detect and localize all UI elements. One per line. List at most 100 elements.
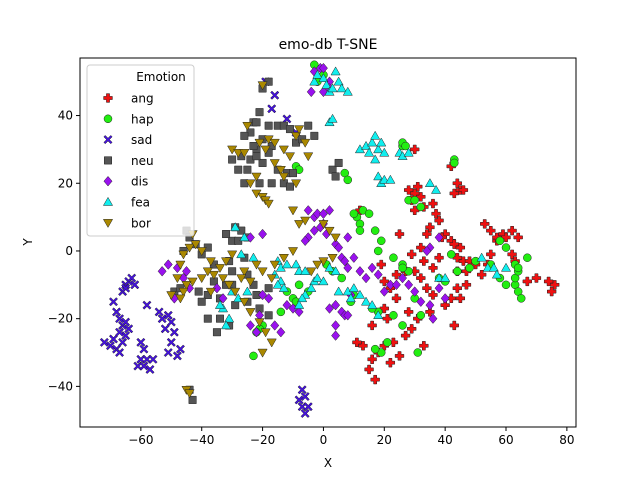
point-sad	[127, 273, 137, 283]
point-hap	[446, 250, 456, 259]
point-ang	[379, 303, 389, 314]
point-hap	[276, 307, 286, 317]
point-dis	[428, 313, 438, 324]
legend-title: Emotion	[136, 70, 186, 84]
point-fea	[324, 262, 335, 272]
point-dis	[325, 303, 334, 314]
point-hap	[513, 263, 523, 273]
point-dis	[270, 320, 280, 331]
point-dis	[312, 208, 322, 219]
x-tick-label: −60	[128, 433, 153, 447]
point-ang	[486, 226, 496, 236]
point-ang	[400, 330, 411, 341]
point-ang	[422, 229, 432, 239]
point-neu	[240, 179, 249, 188]
point-neu	[255, 108, 264, 117]
point-hap	[410, 195, 419, 205]
point-fea	[348, 283, 359, 292]
point-fea	[424, 178, 435, 187]
point-dis	[157, 266, 167, 277]
point-bor	[233, 149, 244, 158]
point-bor	[196, 274, 207, 284]
point-ang	[416, 192, 426, 202]
point-fea	[297, 293, 308, 303]
point-neu	[188, 395, 197, 404]
point-ang	[477, 270, 487, 280]
point-fea	[488, 262, 499, 272]
point-hap	[413, 348, 423, 357]
point-neu	[267, 179, 276, 188]
legend-label-hap: hap	[131, 112, 154, 126]
point-fea	[318, 276, 329, 286]
point-ang	[458, 185, 469, 195]
legend-label-bor: bor	[131, 216, 151, 230]
point-dis	[163, 259, 173, 270]
point-neu	[252, 152, 261, 161]
point-bor	[190, 240, 201, 250]
point-neu	[264, 284, 273, 293]
point-neu	[222, 230, 231, 239]
point-neu	[255, 304, 264, 313]
point-neu	[228, 155, 237, 164]
point-fea	[224, 313, 235, 323]
point-neu	[215, 314, 224, 323]
point-bor	[294, 220, 305, 230]
point-ang	[410, 205, 420, 215]
point-dis	[252, 326, 261, 338]
x-tick-label: 0	[320, 433, 328, 447]
point-neu	[234, 165, 243, 174]
point-fea	[385, 174, 396, 184]
point-ang	[385, 358, 396, 368]
point-fea	[312, 272, 323, 282]
point-bor	[257, 348, 268, 358]
plot-border	[79, 57, 577, 428]
point-ang	[480, 219, 490, 229]
point-fea	[373, 144, 384, 154]
point-ang	[486, 249, 496, 259]
point-dis	[434, 282, 444, 294]
point-bor	[205, 257, 216, 267]
point-bor	[284, 152, 296, 162]
point-dis	[282, 299, 292, 311]
point-ang	[440, 300, 450, 310]
point-sad	[172, 351, 182, 361]
point-ang	[391, 270, 402, 280]
point-neu	[234, 236, 243, 245]
point-fea	[373, 310, 384, 319]
point-neu	[252, 290, 261, 299]
point-bor	[230, 287, 241, 297]
point-sad	[169, 327, 179, 337]
point-dis	[245, 320, 255, 331]
point-dis	[334, 242, 344, 253]
point-bor	[269, 260, 280, 270]
point-bor	[221, 257, 232, 267]
point-bor	[184, 389, 195, 399]
point-sad	[166, 317, 176, 327]
point-fea	[336, 83, 347, 93]
point-dis	[309, 225, 319, 236]
legend-marker-sad	[103, 135, 113, 145]
point-bor	[245, 308, 256, 318]
point-sad	[136, 337, 146, 347]
point-dis	[392, 279, 401, 291]
point-neu	[285, 125, 294, 134]
point-hap	[450, 158, 459, 168]
point-fea	[333, 286, 344, 296]
point-dis	[349, 252, 359, 263]
point-fea	[281, 259, 292, 269]
point-ang	[434, 253, 444, 263]
point-fea	[300, 266, 311, 275]
point-bor	[175, 294, 186, 304]
point-fea	[294, 300, 305, 309]
point-sad	[118, 337, 128, 347]
point-dis	[373, 269, 383, 280]
point-hap	[523, 253, 532, 262]
point-ang	[407, 249, 417, 259]
point-sad	[121, 283, 131, 293]
point-fea	[230, 222, 241, 231]
point-neu	[246, 155, 255, 164]
point-ang	[352, 337, 362, 348]
point-hap	[465, 263, 474, 273]
point-sad	[267, 104, 277, 114]
point-dis	[325, 205, 334, 216]
